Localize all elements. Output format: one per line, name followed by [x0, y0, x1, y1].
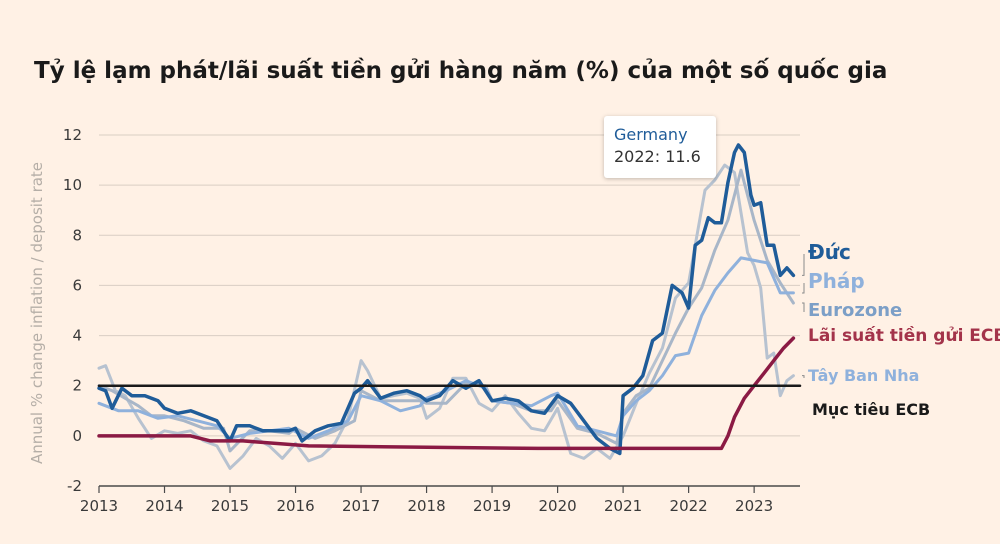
y-tick-label: 6 — [72, 276, 82, 294]
x-tick-label: 2017 — [342, 497, 380, 515]
label-spain: Tây Ban Nha — [808, 366, 920, 385]
y-tick-label: 12 — [63, 126, 82, 144]
x-tick-label: 2022 — [670, 497, 708, 515]
x-tick-label: 2015 — [211, 497, 249, 515]
y-tick-label: 2 — [72, 377, 82, 395]
label-germany: Đức — [808, 240, 851, 264]
y-tick-label: 4 — [72, 327, 82, 345]
label-leader — [802, 283, 805, 294]
y-tick-label: -2 — [67, 477, 82, 495]
label-ecb-rate: Lãi suất tiền gửi ECB — [808, 326, 1000, 346]
chart-title: Tỷ lệ lạm phát/lãi suất tiền gửi hàng nă… — [34, 58, 888, 84]
series-line — [97, 168, 795, 453]
x-tick-label: 2020 — [539, 497, 577, 515]
x-tick-label: 2021 — [604, 497, 642, 515]
label-leader — [802, 254, 805, 276]
label-eurozone: Eurozone — [808, 300, 903, 321]
y-tick-label: 8 — [72, 226, 82, 244]
x-tick-label: 2023 — [735, 497, 773, 515]
data-tooltip: Germany 2022: 11.6 — [604, 116, 716, 178]
grid-lines: -2 0 2 4 6 8 10 12 — [63, 126, 800, 495]
tooltip-series: Germany — [614, 125, 688, 144]
x-tick-label: 2013 — [80, 497, 118, 515]
x-tick-label: 2018 — [407, 497, 445, 515]
series-line — [97, 163, 795, 470]
x-tick-label: 2019 — [473, 497, 511, 515]
y-tick-label: 10 — [63, 176, 82, 194]
x-axis: 2013 2014 2015 2016 2017 2018 2019 2020 2021 2022… — [80, 485, 800, 515]
x-tick-label: 2014 — [145, 497, 183, 515]
label-ecb-target: Mục tiêu ECB — [812, 400, 931, 419]
label-france: Pháp — [808, 269, 865, 293]
label-leader — [802, 302, 805, 312]
series-line — [97, 336, 796, 451]
y-tick-label: 0 — [72, 427, 82, 445]
label-leader — [802, 375, 805, 378]
series-line — [97, 143, 796, 456]
tooltip-value: 2022: 11.6 — [614, 147, 701, 166]
x-tick-label: 2016 — [276, 497, 314, 515]
series-lines — [97, 143, 802, 470]
label-leaders — [802, 254, 805, 378]
